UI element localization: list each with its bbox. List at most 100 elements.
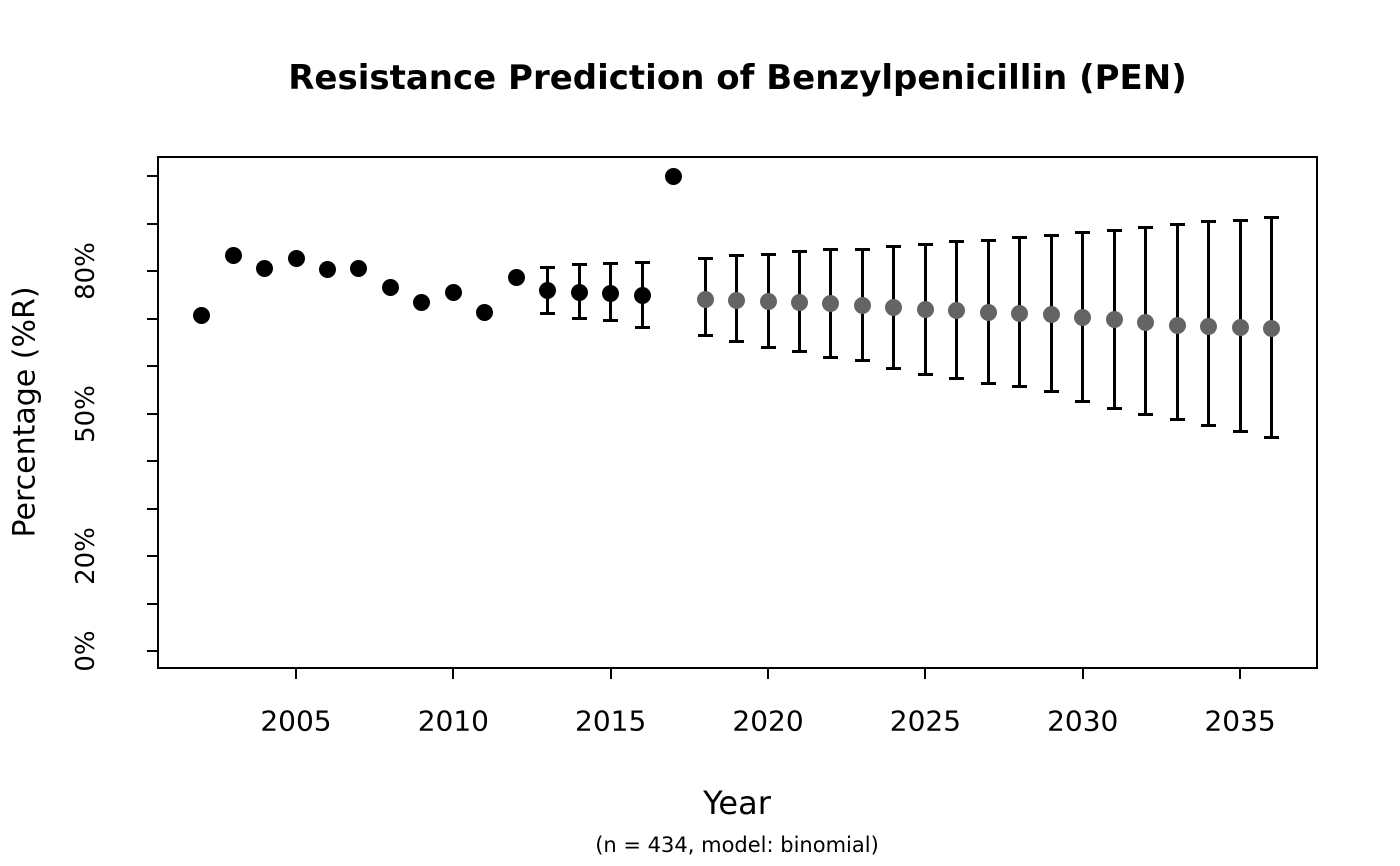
error-bar-cap-top [1169,222,1185,226]
data-point-predicted [1168,316,1186,334]
data-point-predicted [916,300,934,318]
x-axis-tick [452,669,455,679]
x-axis-tick [609,669,612,679]
data-point-observed [444,283,462,301]
error-bar-cap-bottom [949,377,965,381]
data-point-observed [413,294,431,312]
data-point-predicted [1200,317,1218,335]
data-point-predicted [1137,313,1155,331]
data-point-observed [665,167,683,185]
error-bar-cap-top [603,262,619,266]
error-bar-cap-top [1012,236,1028,240]
y-axis-tick [147,270,157,272]
error-bar-cap-top [1201,220,1217,224]
data-point-predicted [885,299,903,317]
x-axis-subtitle: (n = 434, model: binomial) [595,833,879,857]
data-point-predicted [1074,308,1092,326]
error-bar-cap-top [760,252,776,256]
error-bar-cap-top [1075,231,1091,235]
data-point-predicted [759,293,777,311]
x-axis-tick [1081,669,1084,679]
data-point-observed [224,247,242,265]
plot-box [157,156,1318,669]
x-axis-tick-label: 2025 [889,704,962,738]
x-axis-tick-label: 2010 [417,704,489,738]
y-axis-tick [147,555,157,557]
y-axis-tick [147,412,157,415]
data-point-predicted [1042,305,1060,323]
error-bar-cap-top [540,266,556,270]
error-bar-cap-top [1106,228,1122,232]
data-point-predicted [696,290,714,308]
error-bar-cap-bottom [571,317,587,320]
y-axis-tick [147,175,157,177]
error-bar-cap-bottom [540,311,556,315]
error-bar-cap-bottom [697,334,713,338]
y-axis-tick [147,222,157,225]
error-bar-cap-bottom [854,359,870,363]
error-bar-cap-top [949,240,965,244]
data-point-predicted [728,291,746,309]
error-bar-cap-top [1232,218,1248,222]
data-point-observed [507,269,525,287]
data-point-predicted [822,295,840,313]
error-bar-cap-top [792,250,808,254]
error-bar-cap-top [1138,226,1154,230]
data-point-predicted [948,302,966,320]
error-bar-cap-bottom [1138,412,1154,416]
error-bar-cap-bottom [1232,430,1248,434]
data-point-observed [287,249,305,267]
data-point-observed [602,284,620,302]
error-bar-cap-bottom [1043,390,1059,394]
chart-title: Resistance Prediction of Benzylpenicilli… [288,58,1187,98]
error-bar-cap-top [729,254,745,258]
error-bar-cap-top [1043,234,1059,238]
x-axis-label: Year [703,784,771,822]
data-point-predicted [979,303,997,321]
error-bar-cap-bottom [603,319,619,323]
error-bar-cap-top [980,238,996,242]
error-bar-cap-bottom [634,326,650,330]
data-point-observed [256,259,274,277]
y-axis-tick [147,460,157,462]
data-point-observed [633,286,651,304]
data-point-predicted [1231,319,1249,337]
error-bar-cap-bottom [1106,406,1122,410]
data-point-predicted [1263,319,1281,337]
y-axis-tick [147,365,157,367]
data-point-predicted [1011,304,1029,322]
x-axis-tick-label: 2030 [1047,704,1119,738]
error-bar-cap-bottom [1201,424,1217,428]
x-axis-tick [767,669,770,679]
x-axis-tick [295,669,297,679]
error-bar-cap-top [917,242,933,246]
y-axis-tick [147,507,157,510]
error-bar-cap-bottom [1012,385,1028,389]
error-bar-cap-top [697,256,713,260]
error-bar-cap-top [634,260,650,264]
data-point-predicted [853,296,871,314]
error-bar-cap-bottom [886,366,902,370]
y-axis-tick [147,650,157,652]
error-bar-cap-top [571,263,587,267]
y-axis-tick [147,317,157,320]
error-bar-cap-top [1264,216,1280,220]
data-point-observed [381,279,399,297]
x-axis-tick-label: 2035 [1204,704,1276,738]
error-bar-cap-bottom [729,340,745,344]
x-axis-tick-label: 2015 [575,704,647,738]
data-point-observed [539,281,557,299]
error-bar-cap-bottom [792,350,808,354]
error-bar-cap-bottom [760,345,776,349]
x-axis-tick-label: 2020 [732,704,804,738]
data-point-predicted [1105,311,1123,329]
data-point-observed [570,284,588,302]
error-bar-cap-bottom [823,356,839,360]
data-point-observed [318,260,336,278]
data-point-observed [193,306,211,324]
data-point-observed [350,259,368,277]
data-point-predicted [791,294,809,312]
